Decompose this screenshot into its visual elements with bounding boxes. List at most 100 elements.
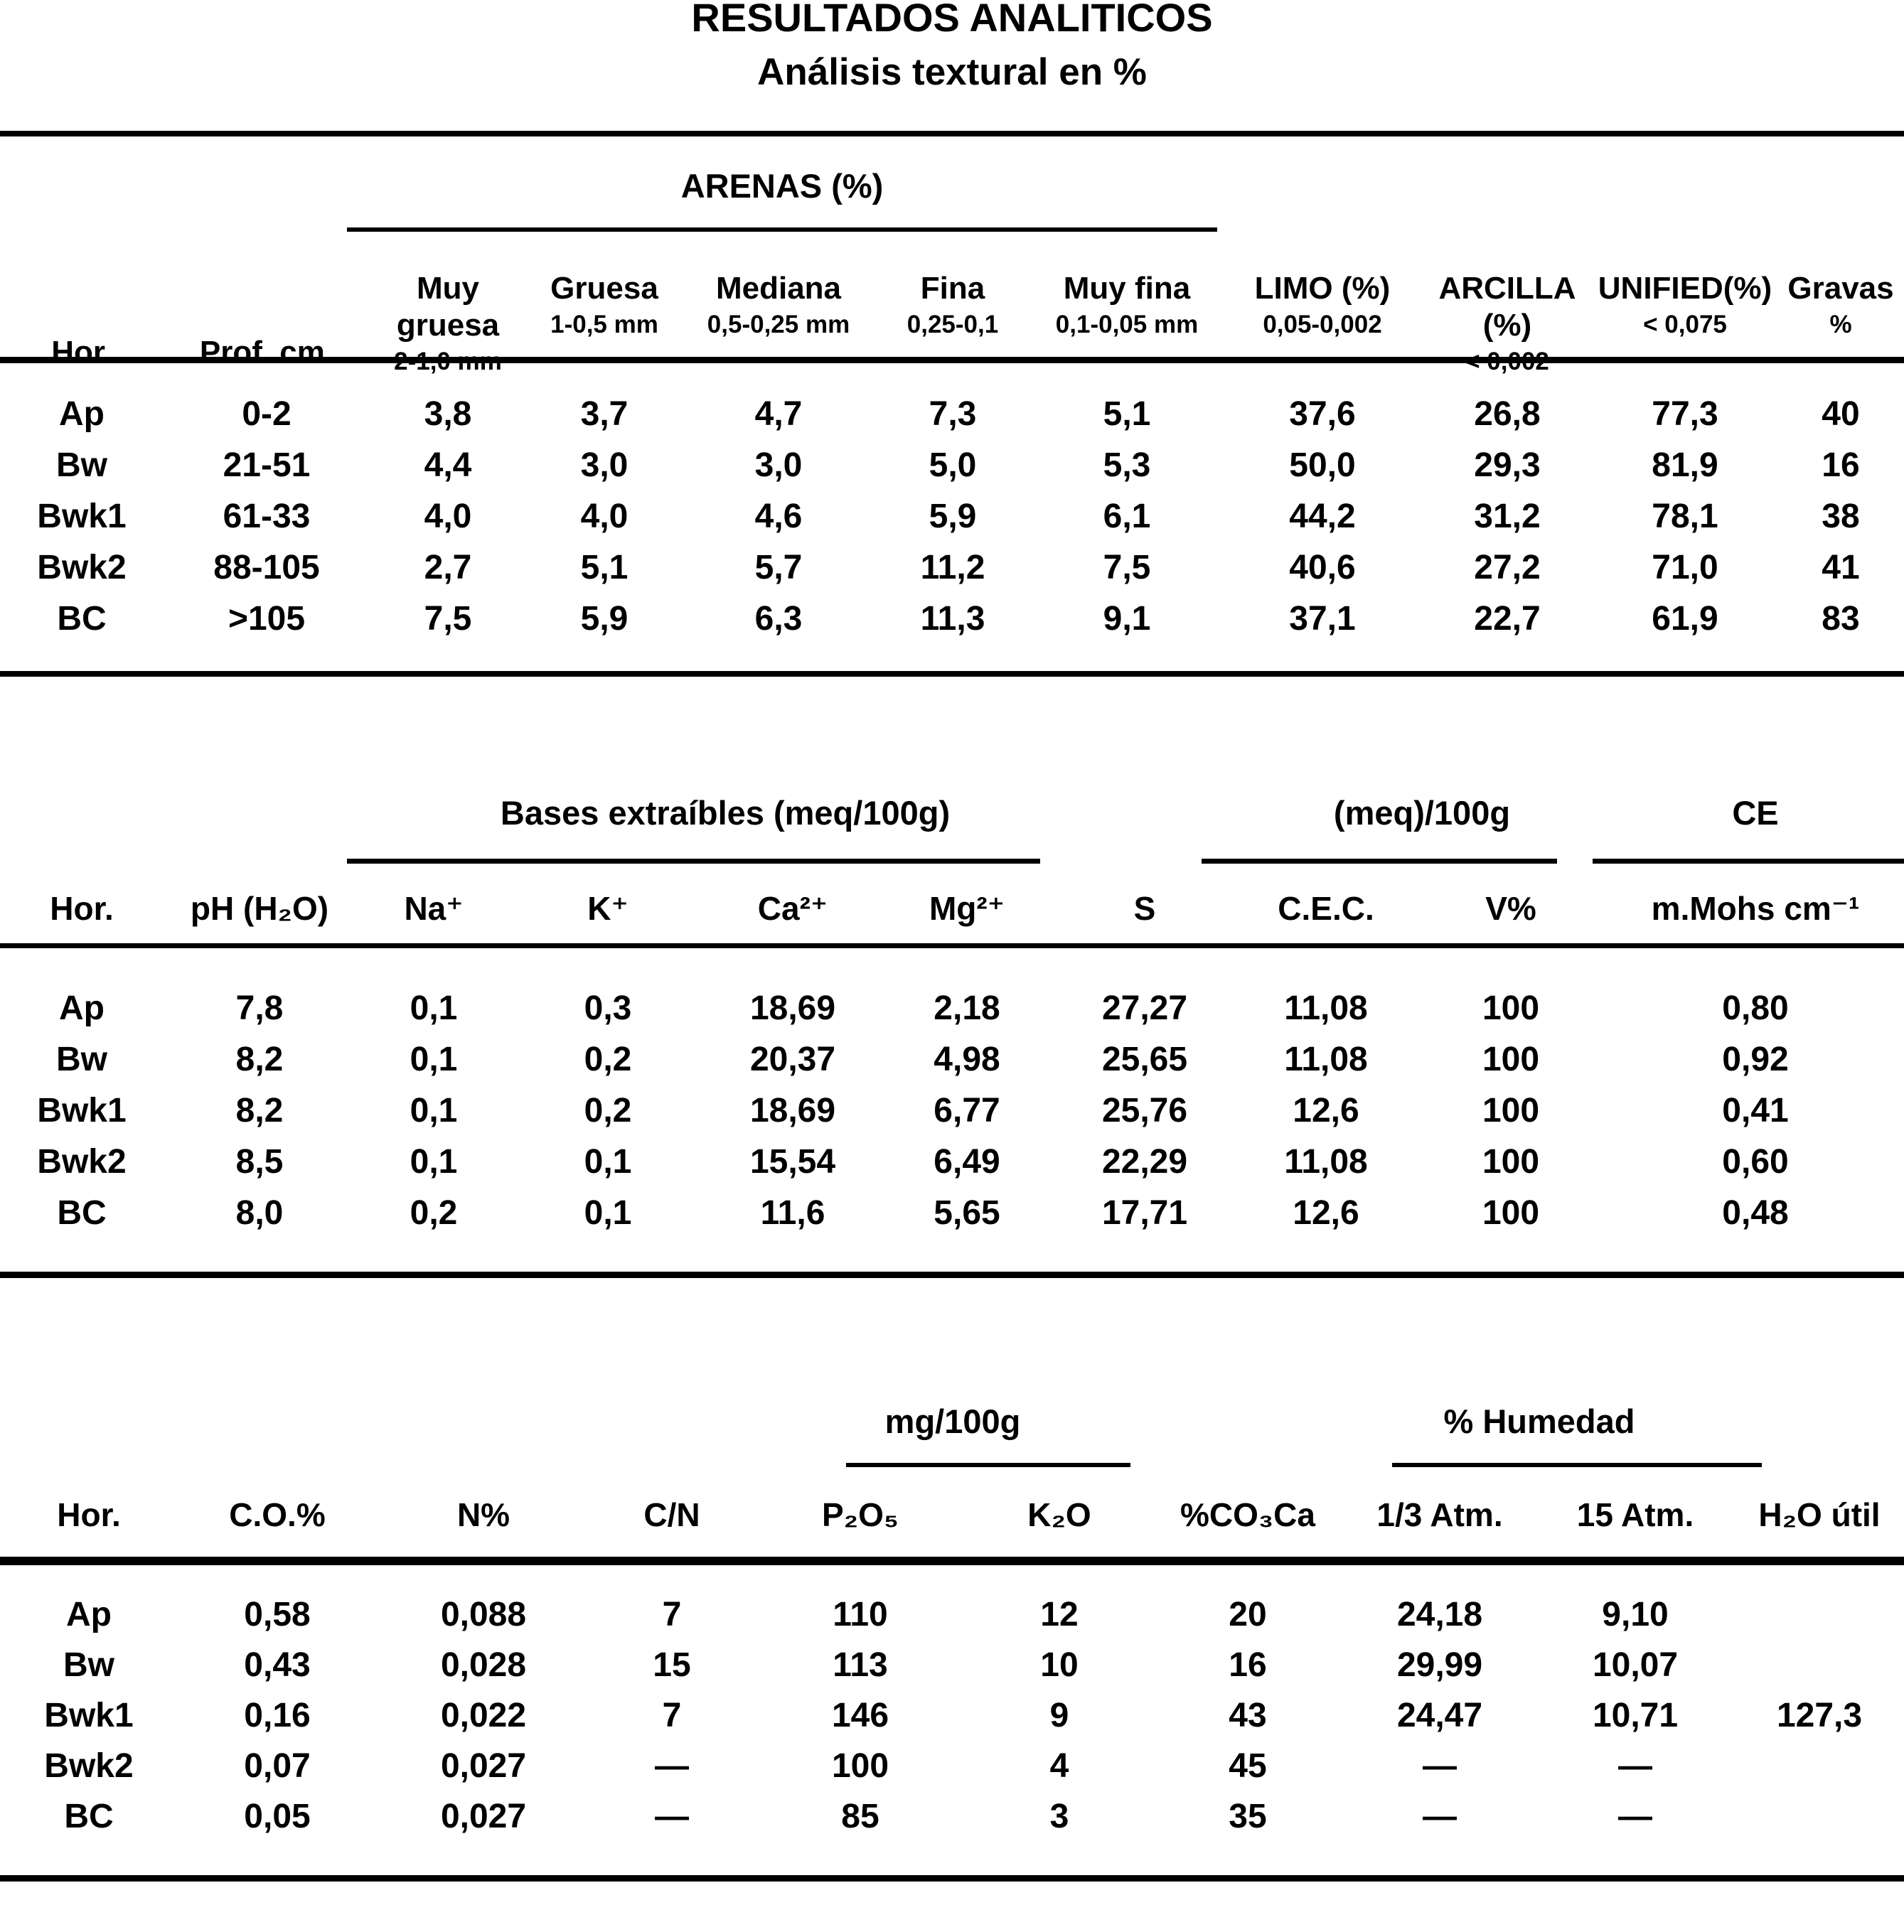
column-header: 1/3 Atm. [1376,1496,1503,1533]
cell: 16 [1229,1646,1267,1684]
cell: 0,2 [584,1040,632,1078]
cell: 45 [1229,1747,1267,1785]
table-row: Bwk2 0,07 0,027 — 100 4 45 — — [0,1741,1904,1791]
arenas-header-divider [0,357,1904,363]
column-header: m.Mohs cm⁻¹ [1651,890,1860,927]
cell: 0,1 [410,989,458,1027]
header-sublabel: % [1829,311,1852,338]
cell: 40 [1822,395,1860,433]
column-header: pH (H₂O) [190,890,329,927]
column-header: N% [456,1496,510,1533]
cell: 37,6 [1289,395,1356,433]
cell: 61,9 [1652,599,1718,638]
cell: 26,8 [1474,395,1541,433]
cell: 7,5 [1103,548,1151,586]
cell: — [1423,1798,1457,1835]
cell: 11,08 [1284,1040,1368,1078]
cell: 100 [1482,989,1540,1027]
cell: 9,1 [1103,599,1151,638]
table-row: Bw 8,2 0,1 0,2 20,37 4,98 25,65 11,08 10… [0,1034,1904,1085]
row-label: Bwk1 [37,1091,127,1129]
cell: 100 [1482,1193,1540,1232]
bases-group-title: Bases extraíbles (meq/100g) [500,794,951,832]
column-header: P₂O₅ [822,1496,899,1533]
cell: 17,71 [1101,1193,1188,1232]
row-label: Bwk2 [44,1747,134,1785]
header-label: UNIFIED(%) [1598,271,1772,306]
cell: 146 [831,1697,889,1734]
cell: 0,028 [440,1646,527,1684]
cell: 113 [833,1646,888,1684]
column-header: C.O.% [229,1496,326,1533]
row-label: Bwk1 [37,497,127,535]
cell: 38 [1822,497,1860,535]
cell: 0,60 [1722,1142,1789,1181]
cell: 7,3 [929,395,977,433]
header-label: Hor. [51,335,112,370]
column-header: V% [1485,890,1536,927]
column-header: Mg²⁺ [929,890,1005,927]
column-header: H₂O útil [1758,1496,1881,1533]
cell: 0,80 [1722,989,1789,1027]
row-label: Bw [56,1040,107,1078]
cell: 5,9 [929,497,977,535]
table-row: Bw 0,43 0,028 15 113 10 16 29,99 10,07 [0,1640,1904,1690]
column-header: K₂O [1027,1496,1091,1533]
table-row: BC 0,05 0,027 — 85 3 35 — — [0,1791,1904,1842]
cell: 7,8 [235,989,284,1027]
cell: 0,1 [410,1142,458,1181]
cell: 81,9 [1652,446,1718,484]
row-label: BC [57,599,107,638]
arenas-group-underline [347,227,1217,232]
column-header: 15 Atm. [1576,1496,1694,1533]
cell: 2,18 [934,989,1000,1027]
organico-table-header: Hor. C.O.% N% C/N P₂O₅ K₂O %CO₃Ca 1/3 At… [0,1491,1904,1538]
cell: 16 [1822,446,1860,484]
cell: 100 [1482,1142,1540,1181]
cell: 5,1 [1103,395,1151,433]
table-row: Bwk1 0,16 0,022 7 146 9 43 24,47 10,71 1… [0,1690,1904,1741]
bases-group-underline [347,859,1040,864]
top-divider [0,131,1904,136]
cell: 9,10 [1602,1596,1669,1633]
cell: 88-105 [213,548,320,586]
cell: 0,07 [244,1747,311,1785]
cell: 4,4 [424,446,472,484]
header-label: Gruesa [550,271,658,306]
cell: 4,0 [580,497,629,535]
cell: 20 [1229,1596,1267,1633]
cell: 0,1 [584,1193,632,1232]
cell: 15 [653,1646,691,1684]
cell: — [1618,1798,1652,1835]
row-label: Bwk2 [37,548,127,586]
cell: 4,6 [754,497,803,535]
page-title: RESULTADOS ANALITICOS [691,0,1213,40]
cell: 0,92 [1722,1040,1789,1078]
cell: 0,1 [584,1142,632,1181]
table-row: Hor. C.O.% N% C/N P₂O₅ K₂O %CO₃Ca 1/3 At… [0,1491,1904,1538]
cell: 100 [831,1747,889,1785]
header-label: Gravas [1787,271,1894,306]
row-label: Bw [56,446,107,484]
cell: 0,1 [410,1091,458,1129]
table-row: Bwk2 8,5 0,1 0,1 15,54 6,49 22,29 11,08 … [0,1136,1904,1187]
cell: 3,7 [580,395,629,433]
bases-table-body: Ap 7,8 0,1 0,3 18,69 2,18 27,27 11,08 10… [0,982,1904,1238]
cell: 78,1 [1652,497,1718,535]
cell [1735,1791,1904,1842]
column-header: ARCILLA (%)< 0,002 [1422,270,1593,378]
table-row: Ap 0-2 3,8 3,7 4,7 7,3 5,1 37,6 26,8 77,… [0,388,1904,439]
row-label: Ap [59,395,105,433]
header-sublabel: 0,1-0,05 mm [1055,311,1199,338]
cell: 10,71 [1592,1697,1679,1734]
column-header: Ca²⁺ [757,890,828,927]
cell: 0,2 [410,1193,458,1232]
table-row: Bwk1 61-33 4,0 4,0 4,6 5,9 6,1 44,2 31,2… [0,490,1904,542]
row-label: Bw [63,1646,114,1684]
ce-group-underline [1593,859,1904,864]
table-row: Hor. pH (H₂O) Na⁺ K⁺ Ca²⁺ Mg²⁺ S C.E.C. … [0,886,1904,931]
organico-bottom-divider [0,1875,1904,1882]
humedad-group-underline [1392,1463,1762,1467]
column-header: C.E.C. [1278,890,1374,927]
cell: 25,76 [1101,1091,1188,1129]
